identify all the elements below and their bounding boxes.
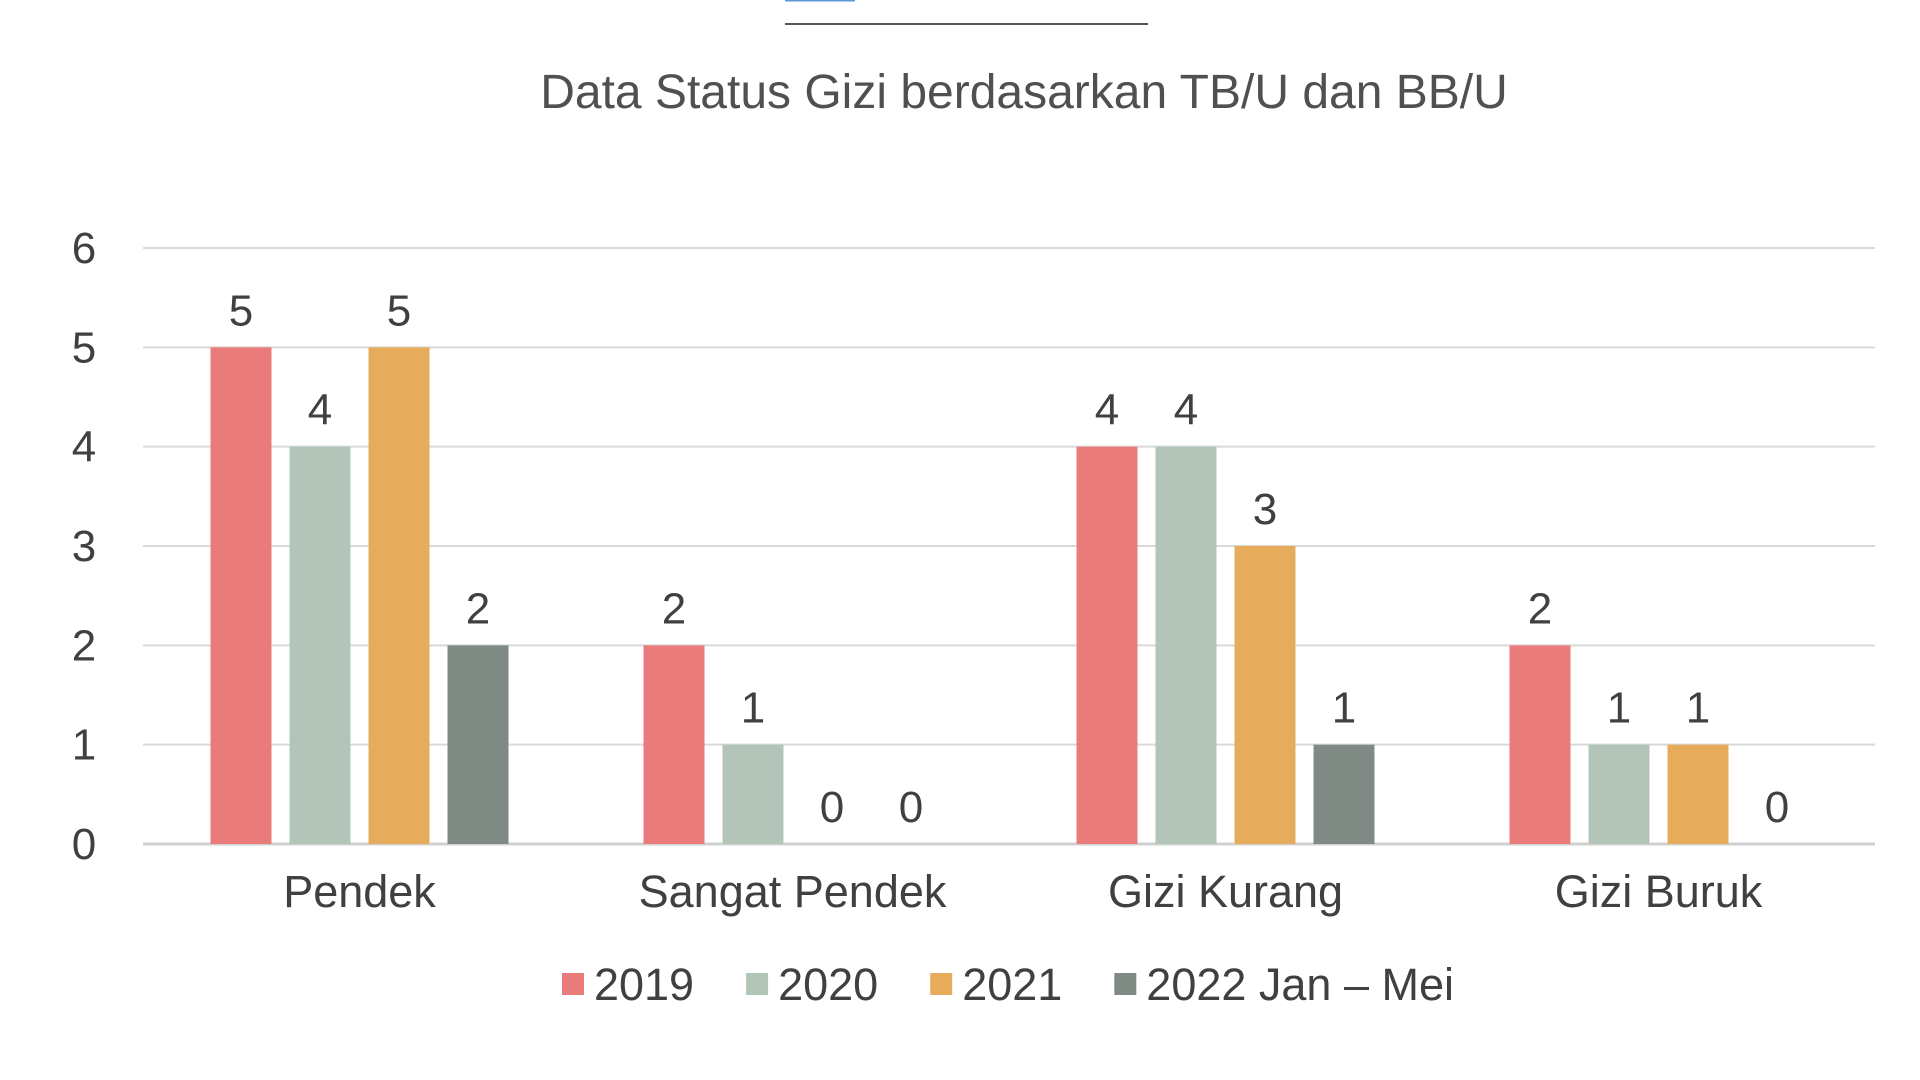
legend-swatch bbox=[1114, 973, 1137, 995]
legend-label: 2022 Jan – Mei bbox=[1146, 959, 1454, 1010]
bar bbox=[210, 347, 272, 844]
bar bbox=[1509, 645, 1571, 844]
data-label: 0 bbox=[820, 783, 844, 832]
bar bbox=[1313, 744, 1375, 844]
data-label: 4 bbox=[1095, 386, 1119, 435]
y-tick-label: 2 bbox=[72, 621, 96, 670]
bar bbox=[643, 645, 705, 844]
data-label: 2 bbox=[1528, 584, 1552, 633]
legend-item: 2022 Jan – Mei bbox=[1114, 959, 1454, 1010]
bar bbox=[1588, 744, 1650, 844]
y-tick-label: 3 bbox=[72, 522, 96, 571]
data-label: 3 bbox=[1253, 485, 1277, 534]
category-label: Pendek bbox=[283, 866, 436, 917]
bar bbox=[289, 446, 351, 844]
data-label: 5 bbox=[229, 286, 253, 335]
category-label: Gizi Kurang bbox=[1108, 866, 1343, 917]
bar bbox=[1667, 744, 1729, 844]
category-label: Gizi Buruk bbox=[1555, 866, 1763, 917]
bar bbox=[1234, 546, 1296, 844]
legend-swatch bbox=[930, 973, 953, 995]
data-labels: 5 4 5 2 2 1 0 0 4 4 3 1 2 1 1 0 bbox=[229, 286, 1789, 832]
category-label: Sangat Pendek bbox=[639, 866, 947, 917]
legend-label: 2019 bbox=[594, 959, 694, 1010]
bar bbox=[368, 347, 430, 844]
gridlines bbox=[143, 247, 1875, 846]
legend-label: 2021 bbox=[962, 959, 1062, 1010]
data-label: 4 bbox=[1174, 386, 1198, 435]
bar bbox=[1076, 446, 1138, 844]
data-label: 4 bbox=[308, 386, 332, 435]
data-label: 0 bbox=[899, 783, 923, 832]
data-label: 2 bbox=[662, 584, 686, 633]
legend-swatch bbox=[746, 973, 769, 995]
y-axis-ticks: 0 1 2 3 4 5 6 bbox=[72, 224, 96, 869]
bar bbox=[447, 645, 509, 844]
y-tick-label: 1 bbox=[72, 721, 96, 770]
legend-item: 2021 bbox=[930, 959, 1062, 1010]
y-tick-label: 0 bbox=[72, 820, 96, 869]
bar bbox=[1155, 446, 1217, 844]
data-label: 1 bbox=[1332, 684, 1356, 733]
y-tick-label: 4 bbox=[72, 423, 96, 472]
y-tick-label: 6 bbox=[72, 224, 96, 273]
data-label: 5 bbox=[387, 286, 411, 335]
legend-swatch bbox=[561, 973, 584, 995]
data-label: 0 bbox=[1765, 783, 1789, 832]
data-label: 2 bbox=[466, 584, 490, 633]
x-axis-categories: Pendek Sangat Pendek Gizi Kurang Gizi Buruk bbox=[283, 866, 1763, 917]
bar bbox=[722, 744, 784, 844]
legend-item: 2019 bbox=[561, 959, 694, 1010]
legend-label: 2020 bbox=[778, 959, 878, 1010]
chart-title: Data Status Gizi berdasarkan TB/U dan BB… bbox=[540, 66, 1508, 119]
data-label: 1 bbox=[1607, 684, 1631, 733]
y-tick-label: 5 bbox=[72, 323, 96, 372]
legend: 2019 2020 2021 2022 Jan – Mei bbox=[561, 959, 1454, 1010]
data-label: 1 bbox=[1686, 684, 1710, 733]
legend-item: 2020 bbox=[746, 959, 878, 1010]
data-label: 1 bbox=[741, 684, 765, 733]
bars bbox=[210, 347, 1729, 844]
